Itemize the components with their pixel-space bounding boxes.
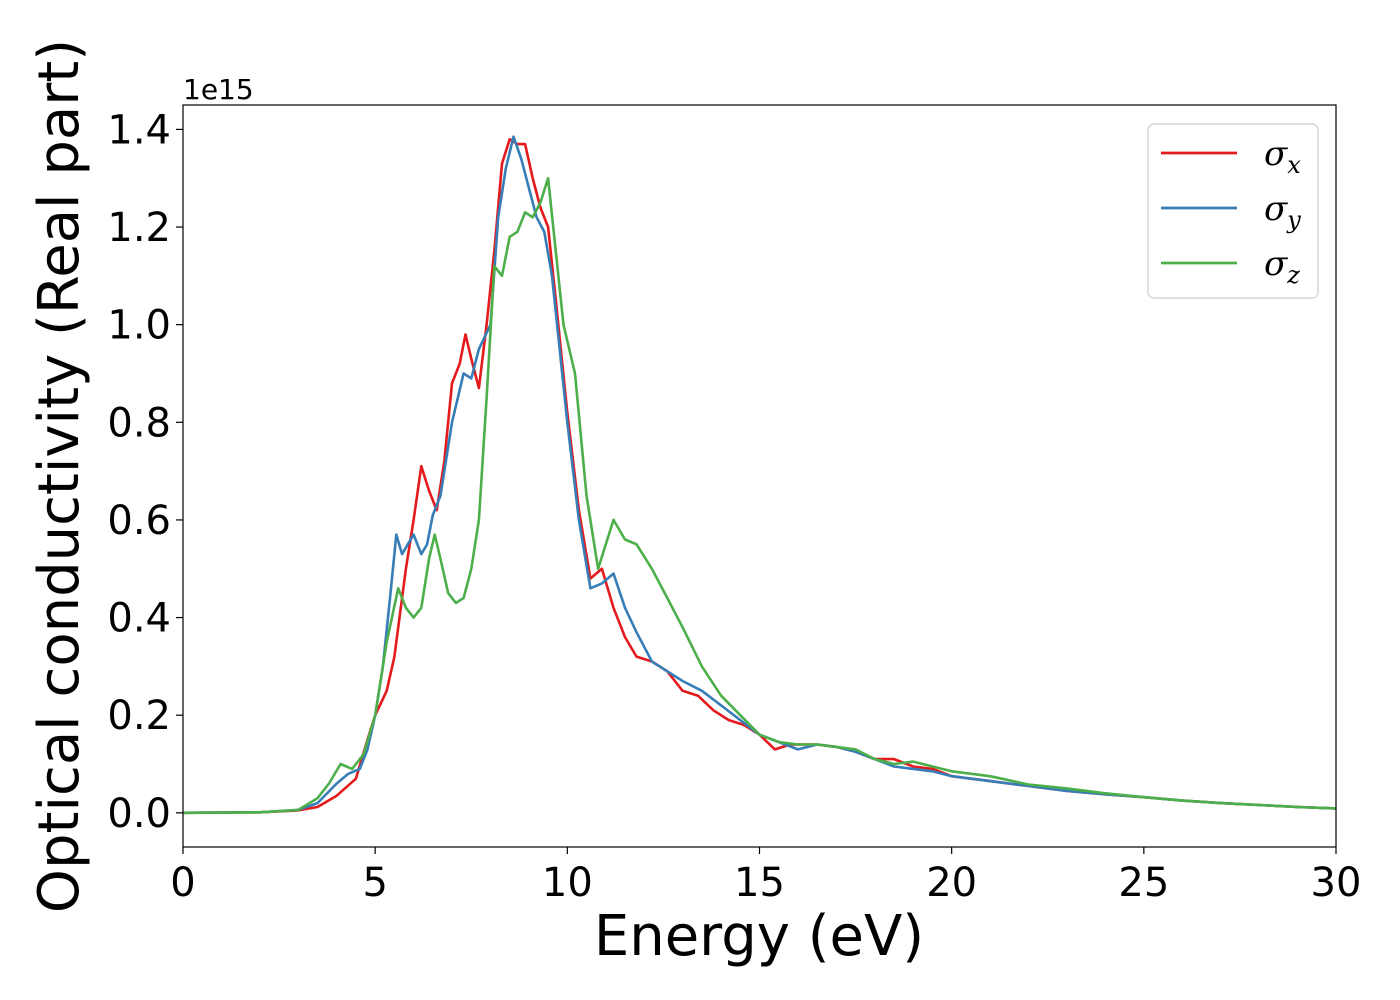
y-tick-label: 0.0 [107, 791, 171, 837]
x-axis-title: Energy (eV) [594, 904, 924, 969]
x-tick-label: 0 [170, 860, 195, 906]
x-tick-label: 5 [362, 860, 387, 906]
x-tick-label: 25 [1118, 860, 1169, 906]
y-tick-label: 0.4 [107, 596, 171, 642]
y-offset-label: 1e15 [183, 73, 254, 106]
x-tick-label: 30 [1311, 860, 1362, 906]
legend-label-y: σy [1264, 189, 1301, 234]
y-tick-label: 0.2 [107, 693, 171, 739]
series-layer [182, 135, 1337, 815]
x-tick-label: 20 [926, 860, 977, 906]
legend: σx σy σz [1147, 123, 1319, 299]
legend-box [1147, 123, 1319, 299]
legend-label-z: σz [1264, 244, 1300, 289]
y-axis-ticks: 0.0 0.2 0.4 0.6 0.8 1.0 1.2 1.4 [107, 107, 183, 837]
y-tick-label: 1.0 [107, 303, 171, 349]
x-tick-label: 15 [734, 860, 785, 906]
y-axis-title: Optical conductivity (Real part) [27, 39, 92, 913]
y-tick-label: 0.6 [107, 498, 171, 544]
x-tick-label: 10 [542, 860, 593, 906]
legend-entries: σx σy σz [1161, 134, 1301, 289]
y-tick-label: 1.4 [107, 107, 171, 153]
y-tick-label: 1.2 [107, 205, 171, 251]
legend-label-x: σx [1264, 134, 1301, 179]
y-tick-label: 0.8 [107, 400, 171, 446]
x-axis-ticks: 0 5 10 15 20 25 30 [170, 847, 1361, 906]
series-line-y [182, 135, 1337, 815]
series-line-z [182, 176, 1337, 815]
